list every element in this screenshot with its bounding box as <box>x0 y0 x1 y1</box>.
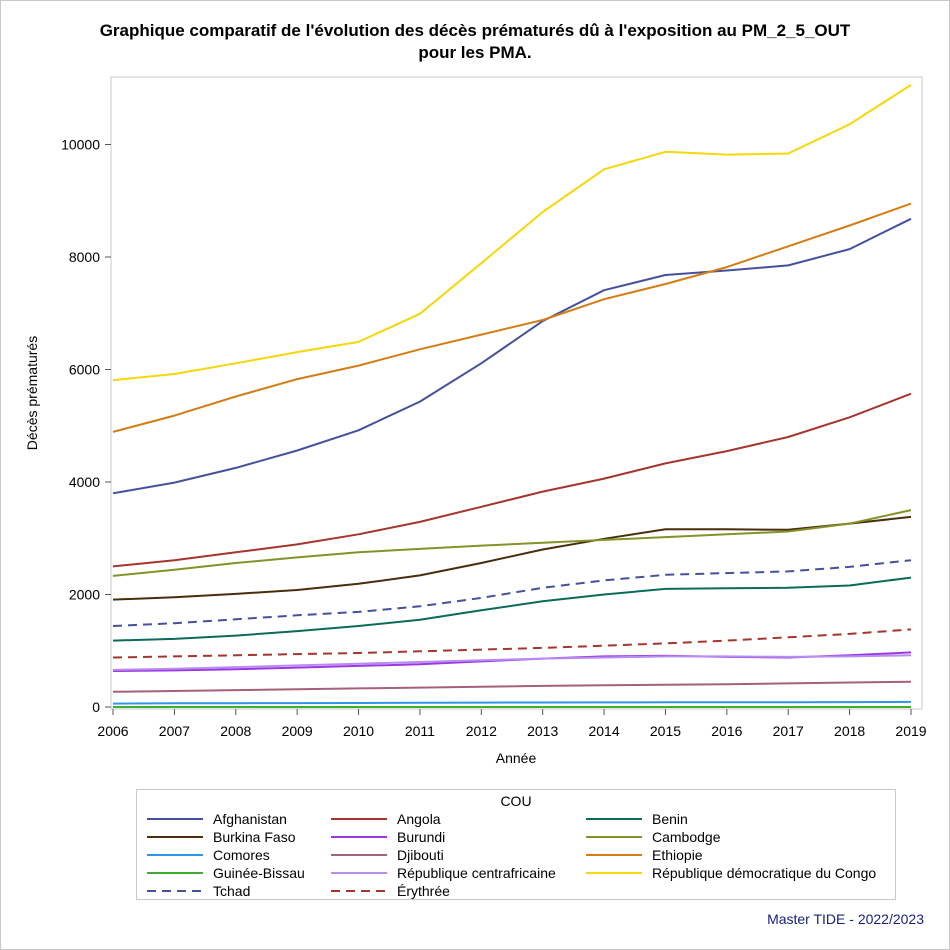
series-line-comores <box>112 700 912 705</box>
legend-label: Angola <box>397 811 441 827</box>
x-tick-label: 2013 <box>527 723 558 739</box>
series-layer <box>112 84 912 708</box>
legend-swatch <box>147 872 203 874</box>
legend-label: Burkina Faso <box>213 829 296 845</box>
legend-swatch <box>586 818 642 820</box>
x-tick-label: 2007 <box>159 723 190 739</box>
legend-swatch <box>331 872 387 874</box>
legend-swatch <box>331 890 387 892</box>
legend-label: Djibouti <box>397 847 444 863</box>
series-line-r-publique-centrafricaine <box>112 654 912 671</box>
legend-swatch <box>586 836 642 838</box>
legend-label: République démocratique du Congo <box>652 865 877 881</box>
series-line-benin <box>112 576 912 642</box>
series-line-burkina-faso <box>112 515 912 601</box>
legend-label: République centrafricaine <box>397 865 556 881</box>
x-tick-label: 2017 <box>773 723 804 739</box>
series-line-r-publique-d-mocratique-du-congo <box>112 84 912 382</box>
legend-swatch <box>331 818 387 820</box>
x-tick-label: 2009 <box>282 723 313 739</box>
chart-title: Graphique comparatif de l'évolution des … <box>99 21 851 40</box>
legend-label: Burundi <box>397 829 446 845</box>
legend-swatch <box>147 836 203 838</box>
series-line-angola <box>112 392 912 568</box>
series-line-tchad <box>112 559 912 627</box>
x-tick-label: 2010 <box>343 723 374 739</box>
series-line-cambodge <box>112 509 912 577</box>
legend-label: Cambodge <box>652 829 721 845</box>
legend-swatch <box>586 854 642 856</box>
y-tick-label: 4000 <box>69 474 100 490</box>
x-tick-label: 2006 <box>97 723 128 739</box>
x-tick-label: 2008 <box>220 723 251 739</box>
legend-label: Afghanistan <box>213 811 287 827</box>
footnote: Master TIDE - 2022/2023 <box>767 911 924 927</box>
y-tick-label: 6000 <box>69 362 100 378</box>
legend-swatch <box>331 836 387 838</box>
legend-swatch <box>147 890 203 892</box>
chart-title-block: Graphique comparatif de l'évolution des … <box>0 20 950 64</box>
y-axis: 0 2000 4000 6000 8000 10000 <box>61 137 111 715</box>
legend-swatch <box>147 818 203 820</box>
legend-label: Comores <box>213 847 270 863</box>
y-tick-label: 8000 <box>69 249 100 265</box>
x-tick-label: 2019 <box>895 723 926 739</box>
x-tick-label: 2018 <box>834 723 865 739</box>
legend-label: Ethiopie <box>652 847 703 863</box>
series-line-ethiopie <box>112 202 912 433</box>
legend: COU Afghanistan Angola Benin Burkina Faso Bu… <box>136 789 896 900</box>
x-tick-label: 2015 <box>650 723 681 739</box>
y-axis-label: Décès prématurés <box>24 336 40 450</box>
x-tick-label: 2011 <box>405 723 435 739</box>
x-tick-label: 2016 <box>711 723 742 739</box>
x-tick-label: 2014 <box>588 723 619 739</box>
line-chart: 2006 2007 2008 2009 2010 2011 2012 2013 2014 2015… <box>24 76 927 766</box>
x-tick-label: 2012 <box>466 723 497 739</box>
x-axis-label: Année <box>496 750 537 766</box>
series-line--rythr-e <box>112 628 912 659</box>
legend-label: Guinée-Bissau <box>213 865 305 881</box>
legend-title: COU <box>500 793 532 809</box>
legend-label: Érythrée <box>397 883 450 899</box>
legend-swatch <box>586 872 642 874</box>
legend-label: Benin <box>652 811 688 827</box>
legend-swatch <box>147 854 203 856</box>
legend-swatch <box>331 854 387 856</box>
legend-label: Tchad <box>213 883 251 899</box>
y-tick-label: 10000 <box>61 137 100 153</box>
y-tick-label: 2000 <box>69 587 100 603</box>
series-line-djibouti <box>112 680 912 693</box>
chart-subtitle: pour les PMA. <box>418 43 532 62</box>
series-line-afghanistan <box>112 217 912 495</box>
y-tick-label: 0 <box>92 699 100 715</box>
plot-area <box>110 76 923 710</box>
x-axis: 2006 2007 2008 2009 2010 2011 2012 2013 2014 2015… <box>97 709 927 739</box>
